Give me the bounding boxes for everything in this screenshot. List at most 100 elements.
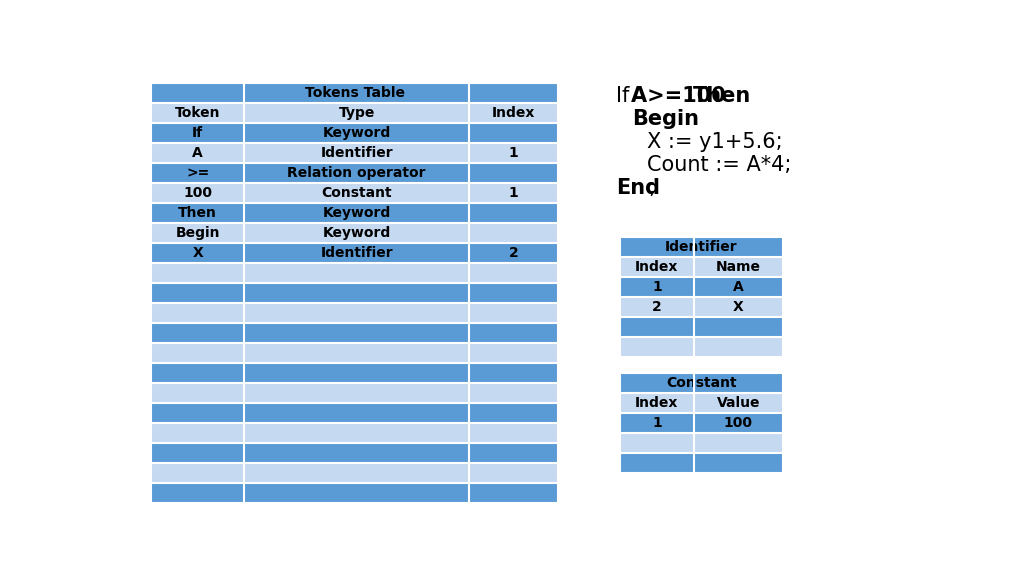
Text: A>=100: A>=100 <box>631 86 733 106</box>
Bar <box>152 283 245 303</box>
Bar <box>469 343 558 363</box>
Text: 1: 1 <box>509 146 518 160</box>
Bar <box>621 414 693 433</box>
Bar <box>469 263 558 283</box>
Text: Type: Type <box>339 106 375 120</box>
Bar <box>469 283 558 303</box>
Bar <box>693 433 783 453</box>
Bar <box>245 403 469 423</box>
Bar <box>469 383 558 403</box>
Bar <box>152 463 245 483</box>
Bar <box>469 323 558 343</box>
Bar <box>152 444 245 463</box>
Text: Count := A*4;: Count := A*4; <box>647 156 792 175</box>
Bar <box>469 243 558 263</box>
Text: Tokens Table: Tokens Table <box>305 86 404 100</box>
Text: Identifier: Identifier <box>666 240 738 254</box>
Bar <box>152 103 245 123</box>
Bar <box>245 323 469 343</box>
Bar <box>152 343 245 363</box>
Text: Then: Then <box>693 86 752 106</box>
Bar <box>621 297 693 317</box>
Text: ;: ; <box>649 179 655 199</box>
Bar <box>469 483 558 503</box>
Bar <box>245 463 469 483</box>
Bar <box>152 83 558 103</box>
Bar <box>469 463 558 483</box>
Text: Constant: Constant <box>322 186 392 200</box>
Bar <box>693 453 783 473</box>
Text: Begin: Begin <box>175 226 220 240</box>
Bar <box>693 414 783 433</box>
Bar <box>152 423 245 444</box>
Bar <box>693 393 783 414</box>
Text: Token: Token <box>175 106 220 120</box>
Text: End: End <box>616 179 660 199</box>
Text: 1: 1 <box>652 416 662 430</box>
Bar <box>469 363 558 383</box>
Bar <box>469 444 558 463</box>
Bar <box>469 143 558 163</box>
Bar <box>469 303 558 323</box>
Bar <box>245 363 469 383</box>
Bar <box>152 363 245 383</box>
Bar <box>245 283 469 303</box>
Text: A: A <box>733 280 743 294</box>
Bar <box>621 277 693 297</box>
Bar <box>152 223 245 243</box>
Bar <box>152 263 245 283</box>
Text: X: X <box>193 246 203 260</box>
Bar <box>152 163 245 183</box>
Bar <box>152 303 245 323</box>
Bar <box>245 183 469 203</box>
Bar <box>245 223 469 243</box>
Bar <box>469 183 558 203</box>
Bar <box>245 143 469 163</box>
Text: X: X <box>733 300 743 314</box>
Bar <box>245 123 469 143</box>
Bar <box>621 453 693 473</box>
Bar <box>245 263 469 283</box>
Text: Identifier: Identifier <box>321 246 393 260</box>
Bar <box>245 303 469 323</box>
Text: A: A <box>193 146 203 160</box>
Bar <box>152 203 245 223</box>
Text: X := y1+5.6;: X := y1+5.6; <box>647 132 783 152</box>
Text: Identifier: Identifier <box>321 146 393 160</box>
Bar <box>621 317 693 337</box>
Text: 1: 1 <box>652 280 662 294</box>
Bar <box>245 383 469 403</box>
Bar <box>245 343 469 363</box>
Bar <box>693 257 783 277</box>
Text: Keyword: Keyword <box>323 226 391 240</box>
Bar <box>469 123 558 143</box>
Text: If: If <box>616 86 636 106</box>
Bar <box>152 383 245 403</box>
Bar <box>152 123 245 143</box>
Bar <box>693 337 783 357</box>
Text: Name: Name <box>716 260 761 274</box>
Text: 100: 100 <box>183 186 212 200</box>
Bar <box>245 163 469 183</box>
Bar <box>469 223 558 243</box>
Bar <box>152 323 245 343</box>
Text: If: If <box>193 126 204 140</box>
Bar <box>152 143 245 163</box>
Bar <box>693 317 783 337</box>
Bar <box>693 297 783 317</box>
Bar <box>245 103 469 123</box>
Text: 2: 2 <box>652 300 662 314</box>
Text: 100: 100 <box>724 416 753 430</box>
Bar <box>621 237 783 257</box>
Text: Constant: Constant <box>667 376 737 391</box>
Bar <box>621 393 693 414</box>
Bar <box>152 403 245 423</box>
Bar <box>245 483 469 503</box>
Bar <box>245 243 469 263</box>
Text: Index: Index <box>635 396 679 410</box>
Bar <box>152 183 245 203</box>
Text: Then: Then <box>178 206 217 220</box>
Text: 1: 1 <box>509 186 518 200</box>
Bar <box>621 373 783 393</box>
Bar <box>469 203 558 223</box>
